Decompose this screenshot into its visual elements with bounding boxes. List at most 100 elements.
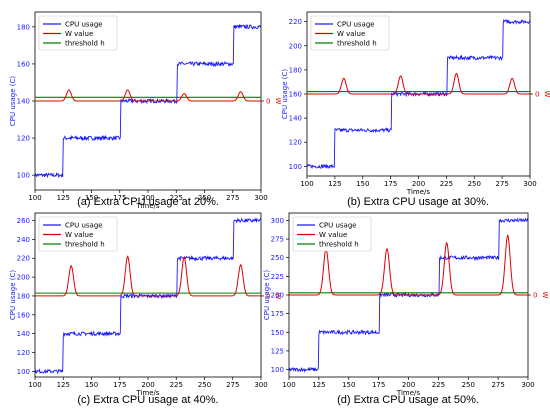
- y-tick-label: 180: [289, 66, 302, 74]
- x-axis-label: Time/s: [135, 389, 159, 397]
- y-tick-label: 160: [17, 311, 30, 319]
- y-tick-label: 160: [289, 91, 302, 99]
- panel-caption: (a) Extra CPU usage at 20%.: [77, 196, 219, 208]
- y-tick-label: 100: [17, 368, 30, 376]
- chart-panel-0: 100 125 150 175 200 225 250 275 300 100 120 140 160 1…: [9, 11, 282, 210]
- y-tick-label: 100: [289, 163, 302, 171]
- y-tick-label: 120: [289, 139, 302, 147]
- x-tick-label: 200: [141, 381, 154, 389]
- y-tick-label: 200: [271, 292, 284, 300]
- y-tick-label: 250: [271, 254, 284, 262]
- y-tick-label: 220: [17, 255, 30, 263]
- series-w-value: [35, 255, 261, 297]
- x-tick-label: 175: [372, 381, 385, 389]
- y-tick-label: 225: [271, 273, 284, 281]
- x-axis-label: Time/s: [396, 389, 420, 397]
- right-axis-label: W: [541, 292, 549, 299]
- panel-caption: (d) Extra CPU usage at 50%.: [337, 394, 479, 406]
- x-tick-label: 150: [85, 194, 98, 202]
- y-tick-label: 180: [17, 23, 30, 31]
- y-axis-label: CPU usage (C): [9, 270, 17, 320]
- x-tick-label: 100: [28, 194, 41, 202]
- series-cpu-usage: [35, 23, 261, 179]
- x-tick-label: 275: [495, 180, 508, 188]
- legend-entry: W value: [65, 30, 93, 38]
- y-axis-label: CPU usage (C): [281, 69, 289, 119]
- chart-panel-2: 100 125 150 175 200 225 250 275 300 100 120 140 160 1…: [9, 212, 282, 406]
- series-cpu-usage: [289, 217, 528, 373]
- y-tick-label: 125: [271, 347, 284, 355]
- y-tick-label: 200: [17, 274, 30, 282]
- y-tick-label: 120: [17, 349, 30, 357]
- x-tick-label: 275: [226, 194, 239, 202]
- x-tick-label: 225: [170, 194, 183, 202]
- legend-entry: threshold h: [65, 241, 105, 249]
- x-tick-label: 175: [113, 194, 126, 202]
- x-tick-label: 200: [402, 381, 415, 389]
- x-axis-label: Time/s: [406, 188, 430, 196]
- y-tick-label: 275: [271, 236, 284, 244]
- x-tick-label: 275: [491, 381, 504, 389]
- legend-entry: W value: [319, 231, 347, 239]
- right-tick-label: 0: [535, 91, 539, 99]
- x-tick-label: 175: [384, 180, 397, 188]
- y-tick-label: 180: [17, 292, 30, 300]
- x-tick-label: 250: [468, 180, 481, 188]
- plot-area: [307, 18, 530, 170]
- x-tick-label: 200: [412, 180, 425, 188]
- x-tick-label: 225: [440, 180, 453, 188]
- y-tick-label: 200: [289, 42, 302, 50]
- y-tick-label: 100: [271, 366, 284, 374]
- right-tick-label: 0: [266, 98, 270, 106]
- panel-caption: (c) Extra CPU usage at 40%.: [77, 394, 218, 406]
- legend-entry: CPU usage: [65, 222, 103, 230]
- legend-entry: CPU usage: [65, 21, 103, 29]
- y-axis-label: CPU usage (C): [9, 76, 17, 126]
- x-tick-label: 300: [254, 381, 267, 389]
- legend-entry: threshold h: [65, 40, 105, 48]
- panel-caption: (b) Extra CPU usage at 30%.: [347, 196, 489, 208]
- x-tick-label: 125: [57, 381, 70, 389]
- right-tick-label: 0: [533, 292, 537, 300]
- right-axis-label: W: [274, 292, 282, 299]
- x-tick-label: 250: [462, 381, 475, 389]
- x-tick-label: 125: [312, 381, 325, 389]
- x-tick-label: 100: [28, 381, 41, 389]
- x-tick-label: 100: [300, 180, 313, 188]
- x-tick-label: 200: [141, 194, 154, 202]
- plot-area: [289, 217, 528, 373]
- right-tick-label: 0: [266, 292, 270, 300]
- legend-entry: CPU usage: [319, 222, 357, 230]
- y-axis-label: CPU usage (C): [263, 270, 271, 320]
- legend-entry: W value: [337, 30, 365, 38]
- x-tick-label: 225: [432, 381, 445, 389]
- y-tick-label: 120: [17, 135, 30, 143]
- right-axis-label: W: [543, 91, 550, 98]
- x-tick-label: 100: [282, 381, 295, 389]
- series-w-value: [289, 233, 528, 296]
- series-w-value: [35, 89, 261, 102]
- x-tick-label: 275: [226, 381, 239, 389]
- series-w-value: [307, 72, 530, 95]
- y-tick-label: 240: [17, 236, 30, 244]
- y-tick-label: 140: [17, 98, 30, 106]
- x-tick-label: 175: [113, 381, 126, 389]
- x-tick-label: 150: [85, 381, 98, 389]
- chart-panel-1: 100 125 150 175 200 225 250 275 300 100 120 140 160 1…: [281, 11, 550, 208]
- x-tick-label: 150: [342, 381, 355, 389]
- x-tick-label: 125: [328, 180, 341, 188]
- legend-entry: W value: [65, 231, 93, 239]
- legend-entry: CPU usage: [337, 21, 375, 29]
- x-tick-label: 150: [356, 180, 369, 188]
- x-tick-label: 300: [254, 194, 267, 202]
- y-tick-label: 140: [17, 330, 30, 338]
- x-tick-label: 250: [198, 381, 211, 389]
- x-tick-label: 300: [523, 180, 536, 188]
- right-axis-label: W: [274, 98, 282, 105]
- y-tick-label: 140: [289, 115, 302, 123]
